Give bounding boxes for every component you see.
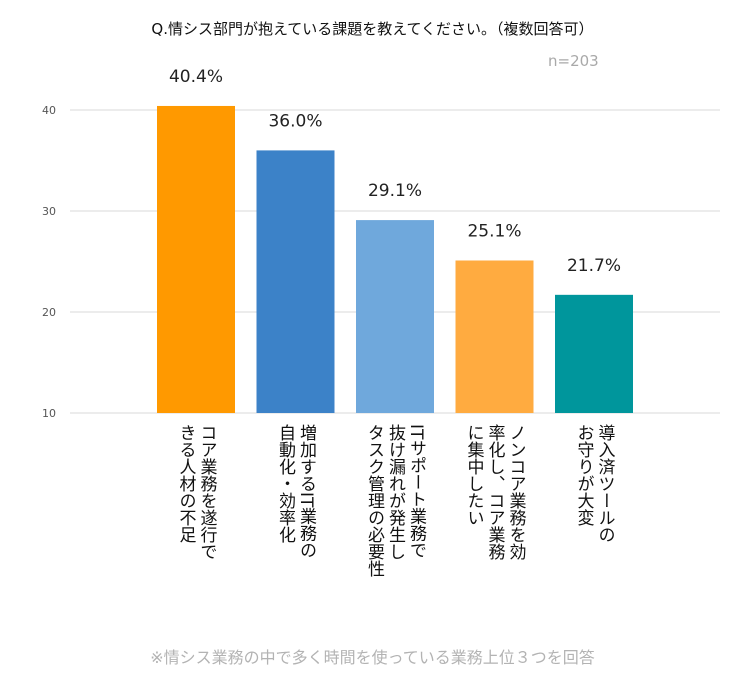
category-label-line: 率化し、コア業務	[485, 424, 506, 561]
value-label-4: 25.1%	[467, 221, 521, 241]
bar-chart: 10 20 30 40 40.4% 36.0% 29.1% 25.1% 21.7% コア業務を…	[0, 0, 745, 640]
category-label-line: コア業務を遂行で	[197, 424, 218, 560]
y-tick-label: 20	[42, 306, 56, 319]
footnote: ※情シス業務の中で多く時間を使っている業務上位３つを回答	[0, 644, 745, 668]
category-label-line: お守りが大変	[574, 424, 595, 526]
bar-1	[157, 106, 235, 413]
category-label-line: 増加するIT業務の	[296, 424, 317, 558]
value-label-5: 21.7%	[567, 256, 621, 276]
y-tick-label: 10	[42, 407, 56, 420]
category-label-line: 自動化・効率化	[275, 424, 296, 543]
value-label-2: 36.0%	[268, 111, 322, 131]
bar-3	[356, 220, 434, 413]
value-label-3: 29.1%	[368, 181, 422, 201]
value-label-1: 40.4%	[169, 67, 223, 87]
y-tick-label: 40	[42, 104, 56, 117]
category-label-line: きる人材の不足	[176, 424, 197, 543]
bars	[157, 106, 633, 413]
bar-4	[456, 260, 534, 413]
category-label-line: タスク管理の必要性	[364, 424, 385, 577]
bar-2	[257, 150, 335, 413]
category-label-line: 導入済ツールの	[595, 424, 616, 543]
bar-5	[555, 295, 633, 413]
category-label-line: ITサポート業務で	[406, 424, 427, 558]
y-tick-label: 30	[42, 205, 56, 218]
category-label-line: に集中したい	[464, 424, 485, 526]
category-label-line: ノンコア業務を効	[506, 424, 527, 561]
category-label-line: 抜け漏れが発生し	[385, 424, 406, 560]
